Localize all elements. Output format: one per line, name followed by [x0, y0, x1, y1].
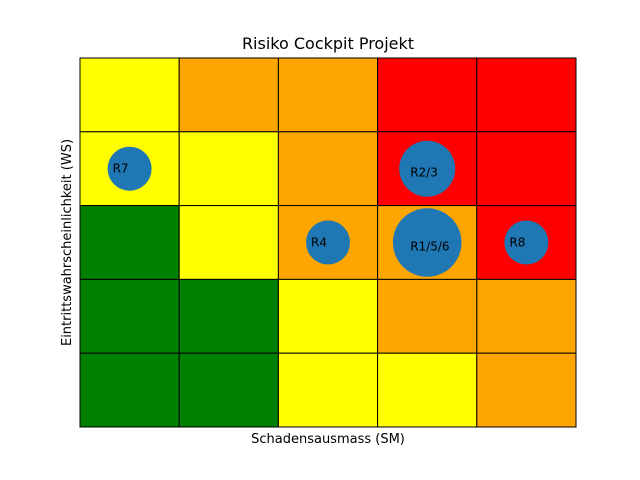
risk-bubble-label: R2/3 [410, 166, 438, 180]
risk-bubble-label: R7 [113, 162, 129, 176]
matrix-cell-yellow [377, 352, 478, 428]
y-axis-label: Eintrittswahrscheinlichkeit (WS) [60, 139, 75, 346]
matrix-cell-yellow [79, 57, 180, 133]
matrix-cell-orange [178, 57, 279, 133]
matrix-cell-yellow [277, 352, 379, 428]
risk-bubble-label: R4 [311, 236, 327, 250]
matrix-cell-orange [277, 57, 379, 133]
matrix-cell-orange [277, 131, 379, 207]
matrix-cell-yellow [277, 278, 379, 354]
matrix-cell-green [178, 352, 279, 428]
matrix-cell-green [79, 278, 180, 354]
chart-title: Risiko Cockpit Projekt [242, 34, 414, 53]
matrix-cell-green [79, 352, 180, 428]
risk-bubble [504, 220, 549, 265]
matrix-cell-orange [476, 352, 577, 428]
risk-bubbles: R7 R2/3 R4 R1/5/6 R8 [107, 140, 549, 277]
risk-bubble [306, 220, 350, 265]
matrix-cell-red [476, 131, 577, 207]
risk-bubble [399, 140, 456, 197]
matrix-cell-red [377, 57, 478, 133]
risk-bubble [107, 146, 152, 191]
matrix-cell-orange [377, 278, 478, 354]
matrix-cell-yellow [178, 131, 279, 207]
matrix-cell-orange [476, 278, 577, 354]
matrix-cell-green [79, 205, 180, 280]
risk-bubble [392, 208, 462, 277]
matrix-cell-yellow [178, 205, 279, 280]
matrix-cell-green [178, 278, 279, 354]
matrix-cell-red [476, 57, 577, 133]
plot-frame [79, 57, 577, 428]
risk-bubble-label: R8 [509, 236, 525, 250]
risk-bubble-label: R1/5/6 [410, 240, 449, 254]
x-axis-label: Schadensausmass (SM) [251, 432, 405, 447]
